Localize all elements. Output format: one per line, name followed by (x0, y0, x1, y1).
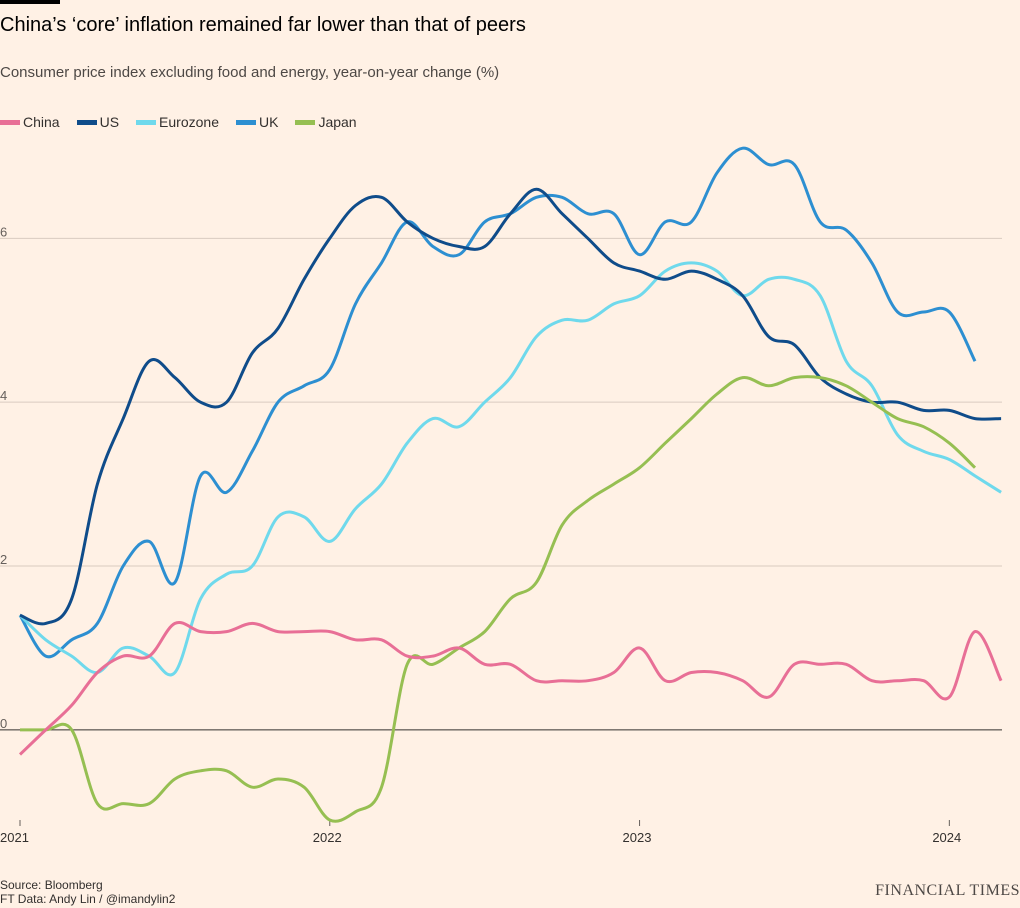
legend-swatch (76, 119, 97, 125)
x-tick-label: 2024 (932, 830, 961, 845)
x-tick-label: 2021 (0, 830, 29, 845)
series-line-eurozone (18, 261, 1002, 677)
source-note: Source: Bloomberg (0, 878, 103, 892)
line-chart: 0 2 4 6 2021 2022 2023 2024 (0, 146, 1003, 845)
legend-item-japan: Japan (295, 114, 357, 130)
legend-label: UK (258, 114, 279, 130)
ft-logo: FINANCIAL TIMES (875, 882, 1020, 899)
chart-footer: Source: Bloomberg FT Data: Andy Lin / @i… (0, 878, 175, 906)
legend-item-us: US (76, 114, 120, 130)
chart-subtitle: Consumer price index excluding food and … (0, 64, 500, 81)
legend-item-uk: UK (235, 114, 279, 130)
legend-item-china: China (0, 114, 60, 130)
x-tick-label: 2022 (313, 830, 342, 845)
series-line-uk (18, 146, 977, 659)
legend-swatch (0, 119, 20, 125)
series-line-japan (19, 375, 977, 823)
y-tick-label: 0 (0, 716, 7, 731)
credit-note: FT Data: Andy Lin / @imandylin2 (0, 892, 176, 906)
legend-item-eurozone: Eurozone (136, 114, 219, 130)
y-tick-label: 2 (0, 552, 7, 567)
ft-top-bar (0, 0, 60, 4)
series-line-china (18, 620, 1003, 756)
legend-label: China (23, 114, 60, 130)
x-tick-label: 2023 (623, 830, 652, 845)
series-line-us (19, 187, 1002, 626)
legend-swatch (136, 119, 157, 125)
legend-swatch (295, 119, 316, 125)
chart-title: China’s ‘core’ inflation remained far lo… (0, 14, 526, 36)
y-tick-label: 4 (0, 388, 7, 403)
chart-legend: China US Eurozone UK Japan (0, 113, 374, 131)
legend-label: US (99, 114, 120, 130)
legend-swatch (235, 119, 256, 125)
legend-label: Japan (318, 114, 357, 130)
legend-label: Eurozone (159, 114, 219, 130)
y-tick-label: 6 (0, 224, 7, 239)
